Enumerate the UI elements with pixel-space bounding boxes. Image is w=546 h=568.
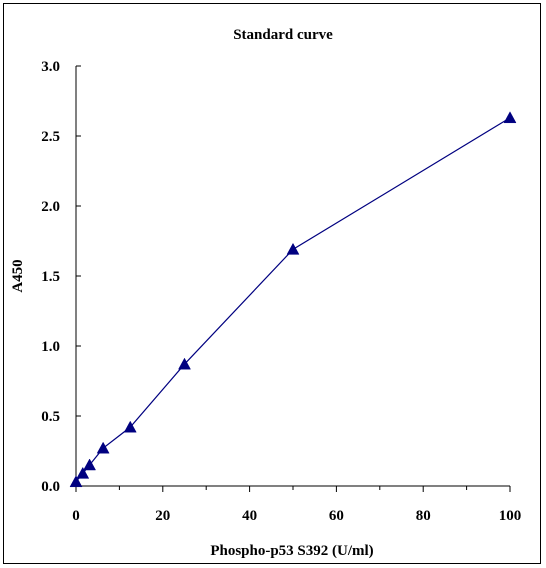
- data-point-marker: [96, 441, 110, 454]
- series-line: [75, 117, 511, 483]
- chart-title: Standard curve: [233, 27, 333, 43]
- y-tick-label: 2.5: [41, 129, 60, 145]
- series-markers: [69, 111, 517, 488]
- data-point-marker: [123, 420, 137, 433]
- x-tick-label: 0: [72, 508, 80, 524]
- x-tick-label: 40: [242, 508, 257, 524]
- x-tick-label: 60: [329, 508, 344, 524]
- x-axis-label: Phospho-p53 S392 (U/ml): [210, 543, 373, 559]
- data-point-marker: [76, 466, 90, 479]
- chart-frame: [3, 3, 541, 564]
- y-tick-label: 0.0: [41, 479, 60, 495]
- y-tick-label: 2.0: [41, 199, 60, 215]
- y-tick-label: 1.0: [41, 339, 60, 355]
- data-point-marker: [503, 111, 517, 124]
- y-tick-label: 3.0: [41, 59, 60, 75]
- y-tick-label: 0.5: [41, 409, 60, 425]
- data-point-marker: [286, 242, 300, 255]
- x-tick-label: 80: [416, 508, 431, 524]
- data-point-marker: [69, 475, 83, 488]
- x-tick-label: 20: [155, 508, 170, 524]
- series-line-path: [75, 117, 511, 483]
- axes: 0.0 0.5 1.0 1.5 2.0 2.5 3.0 0 20 40 60 80 100: [41, 59, 521, 524]
- data-point-marker: [178, 357, 191, 370]
- y-axis-label: A450: [10, 259, 26, 292]
- x-tick-label: 100: [499, 508, 522, 524]
- y-tick-label: 1.5: [41, 269, 60, 285]
- data-point-marker: [83, 458, 97, 471]
